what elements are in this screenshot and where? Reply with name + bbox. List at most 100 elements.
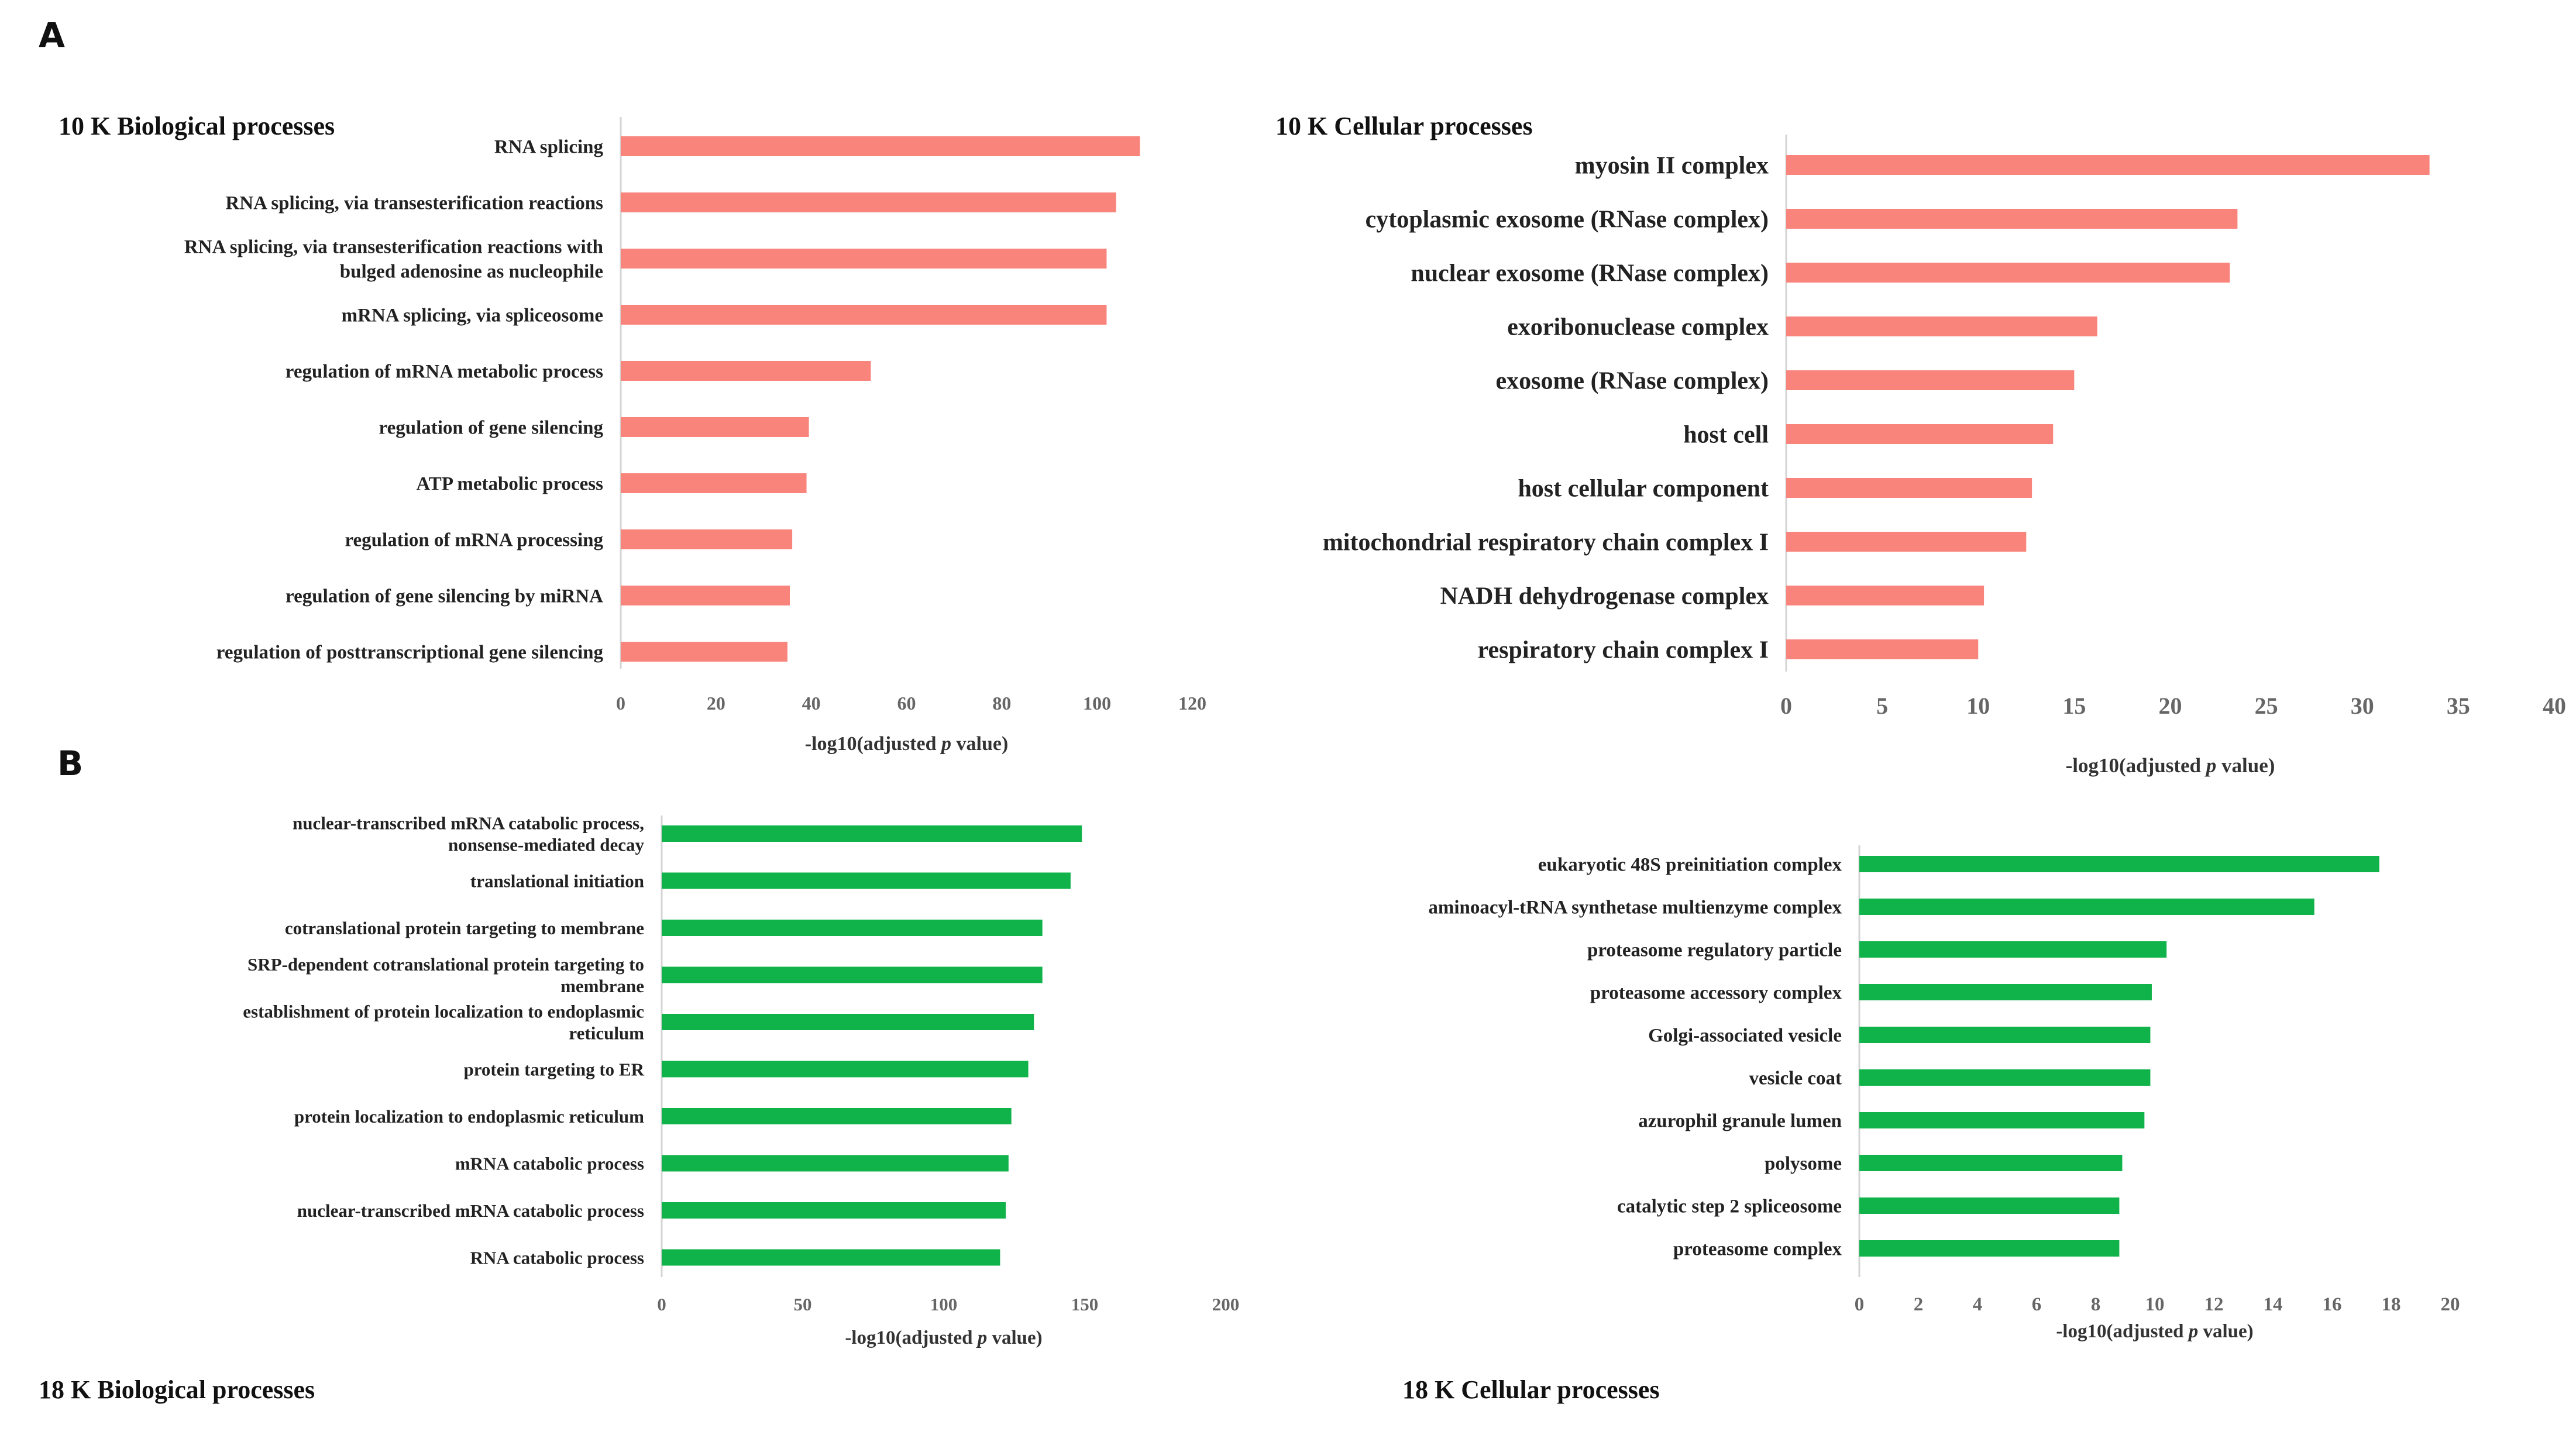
bar [662,1249,1000,1266]
category-label: RNA splicing, via transesterification re… [184,237,603,283]
bar [662,825,1082,842]
bar [1859,1069,2151,1086]
x-tick-label: 0 [1780,693,1792,719]
x-axis-label: -log10(adjusted p value) [805,733,1009,755]
category-label: establishment of protein localization to… [243,1001,644,1043]
category-label: mRNA catabolic process [455,1153,644,1174]
category-label: mRNA splicing, via spliceosome [342,305,603,326]
category-label: regulation of mRNA metabolic process [286,362,603,383]
bar [621,361,871,381]
category-label: protein localization to endoplasmic reti… [294,1106,644,1127]
x-tick-label: 40 [802,693,821,714]
category-label: exosome (RNase complex) [1495,368,1769,395]
x-tick-label: 20 [707,693,725,714]
category-label: proteasome regulatory particle [1587,940,1842,961]
bar [662,1155,1009,1172]
x-tick-label: 0 [657,1294,666,1314]
category-label: respiratory chain complex I [1478,637,1769,664]
x-tick-label: 14 [2264,1294,2283,1315]
x-tick-label: 6 [2032,1294,2042,1315]
x-tick-label: 2 [1914,1294,1924,1315]
x-tick-label: 50 [794,1294,812,1314]
bar [621,642,787,662]
bar [1859,899,2314,915]
x-tick-label: 100 [1083,693,1111,714]
category-label: mitochondrial respiratory chain complex … [1323,529,1769,556]
x-tick-label: 16 [2323,1294,2342,1315]
category-label: nuclear exosome (RNase complex) [1411,260,1769,287]
chart-10k-cellular-processes: 10 K Cellular processes myosin II comple… [1275,112,2566,777]
bar [1859,1240,2120,1257]
x-axis-label: -log10(adjusted p value) [845,1327,1042,1348]
category-label: catalytic step 2 spliceosome [1617,1196,1842,1217]
x-tick-label: 80 [992,693,1011,714]
bar [662,1014,1034,1030]
x-axis-label: -log10(adjusted p value) [2066,754,2275,777]
bar [1786,478,2032,498]
x-tick-label: 30 [2351,693,2374,719]
bar [621,586,790,605]
bar [1859,1027,2151,1043]
category-label: RNA splicing, via transesterification re… [225,193,603,214]
chart-10k-biological-processes: 10 K Biological processes RNA splicing RN… [59,112,1206,755]
x-tick-label: 20 [2159,693,2182,719]
bar [1786,316,2097,336]
x-tick-label: 15 [2062,693,2086,719]
chart-18k-biological-processes: 18 K Biological processes nuclear-transc… [39,813,1239,1404]
bar [1786,370,2075,390]
chart-title: 10 K Cellular processes [1275,112,1533,140]
bar [1786,532,2027,552]
bar [621,249,1107,269]
category-label: vesicle coat [1749,1068,1842,1089]
panel-label-b: B [57,744,83,783]
category-label: protein targeting to ER [463,1059,644,1079]
x-tick-label: 4 [1973,1294,1983,1315]
category-label: cotranslational protein targeting to mem… [285,918,644,938]
category-label: nuclear-transcribed mRNA catabolic proce… [293,813,644,855]
bar [621,417,809,437]
x-axis-label: -log10(adjusted p value) [2056,1321,2253,1342]
x-tick-label: 10 [2145,1294,2165,1315]
bar [621,473,807,493]
bar [662,1061,1029,1078]
category-label: eukaryotic 48S preinitiation complex [1538,855,1842,876]
category-label: proteasome accessory complex [1590,983,1842,1004]
panel-label-a: A [39,15,65,55]
x-tick-label: 8 [2091,1294,2101,1315]
category-label: Golgi-associated vesicle [1648,1026,1842,1047]
bar [662,1108,1012,1124]
bar [1786,155,2430,175]
category-label: translational initiation [470,870,644,891]
category-label: regulation of mRNA processing [345,530,603,551]
category-label: aminoacyl-tRNA synthetase multienzyme co… [1428,897,1842,918]
x-tick-label: 18 [2382,1294,2401,1315]
x-tick-label: 25 [2255,693,2278,719]
x-tick-label: 150 [1071,1294,1099,1314]
x-tick-label: 0 [616,693,625,714]
bar [1786,209,2238,229]
category-label: myosin II complex [1575,153,1769,180]
bar [1859,1197,2120,1214]
x-tick-label: 0 [1855,1294,1865,1315]
category-label: azurophil granule lumen [1638,1111,1842,1132]
chart-18k-cellular-processes: 18 K Cellular processes eukaryotic 48S p… [1402,845,2460,1404]
category-label: RNA catabolic process [470,1247,644,1268]
x-tick-label: 200 [1212,1294,1240,1314]
category-label: exoribonuclease complex [1507,314,1769,341]
bar [621,136,1140,156]
category-label: regulation of gene silencing by miRNA [286,586,603,607]
bar [1786,639,1979,659]
x-tick-label: 60 [897,693,916,714]
x-tick-label: 20 [2441,1294,2460,1315]
bar [662,920,1043,936]
chart-title: 18 K Cellular processes [1402,1375,1660,1404]
bar [1786,424,2054,444]
category-label: regulation of gene silencing [379,418,604,439]
category-label: RNA splicing [494,137,604,158]
category-label: regulation of posttranscriptional gene s… [216,642,604,663]
x-tick-label: 40 [2543,693,2566,719]
x-tick-label: 35 [2447,693,2470,719]
x-tick-label: 5 [1876,693,1888,719]
category-label: nuclear-transcribed mRNA catabolic proce… [297,1200,644,1221]
